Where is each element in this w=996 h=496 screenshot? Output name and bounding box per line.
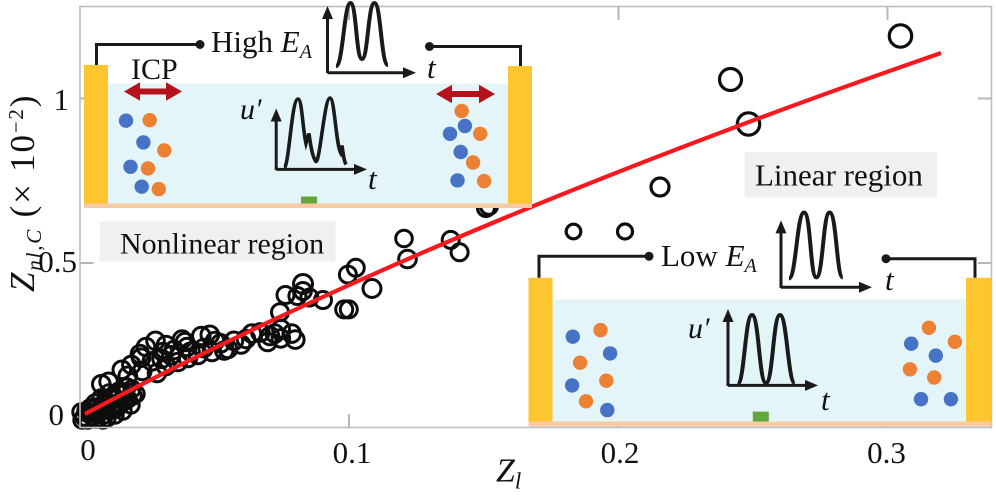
svg-text:Nonlinear region: Nonlinear region bbox=[120, 228, 324, 261]
svg-text:0: 0 bbox=[80, 432, 96, 467]
svg-text:0.3: 0.3 bbox=[867, 435, 906, 470]
svg-text:t: t bbox=[885, 262, 895, 297]
svg-text:0.5: 0.5 bbox=[38, 244, 77, 279]
svg-text:1: 1 bbox=[54, 82, 70, 117]
svg-text:0.1: 0.1 bbox=[333, 435, 372, 470]
svg-text:t: t bbox=[427, 50, 437, 85]
svg-text:u′: u′ bbox=[688, 312, 710, 345]
svg-text:Linear region: Linear region bbox=[755, 158, 923, 193]
svg-text:u′: u′ bbox=[240, 93, 262, 126]
svg-text:Znl,C (× 10−2): Znl,C (× 10−2) bbox=[3, 94, 46, 292]
svg-text:High EA: High EA bbox=[211, 24, 313, 63]
svg-text:0: 0 bbox=[49, 397, 65, 432]
svg-text:t: t bbox=[368, 161, 378, 196]
svg-text:0.2: 0.2 bbox=[601, 435, 640, 470]
svg-text:Low EA: Low EA bbox=[661, 238, 758, 277]
svg-text:ICP: ICP bbox=[131, 53, 178, 86]
svg-text:t: t bbox=[821, 382, 831, 417]
